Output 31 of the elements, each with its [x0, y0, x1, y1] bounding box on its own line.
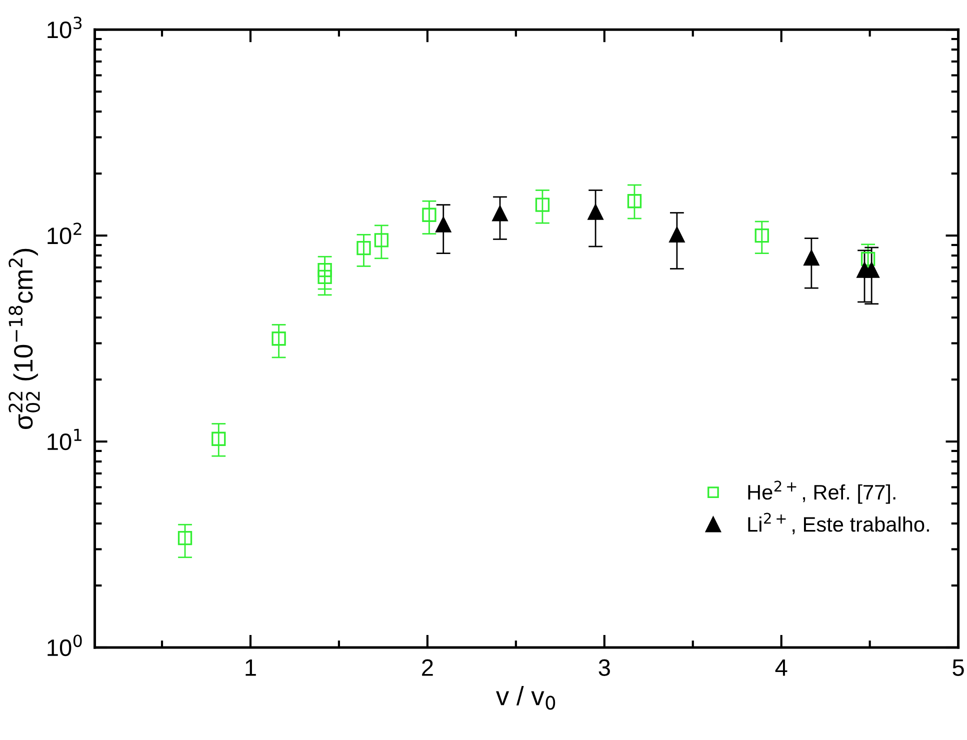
- y-tick-label: 10$^{1}$: [48, 428, 82, 450]
- point: [754, 228, 769, 243]
- x-axis-title: v / v$_{0}$: [496, 686, 556, 710]
- point: [627, 194, 642, 208]
- point: [492, 206, 508, 222]
- point: [669, 226, 685, 242]
- y-tick-label: 10$^{0}$: [48, 634, 82, 656]
- x-tick-label: 5: [952, 659, 964, 676]
- legend-label: He$^{2+}$, Ref. [77].: [748, 480, 896, 504]
- point: [588, 204, 604, 220]
- point: [356, 240, 371, 256]
- y-tick-label: 10$^{3}$: [48, 16, 82, 38]
- y-tick-label: 10$^{2}$: [48, 222, 82, 244]
- legend-label: Li$^{2+}$, Este trabalho.: [748, 512, 929, 534]
- x-tick-label: 4: [775, 659, 788, 676]
- x-tick-label: 2: [422, 659, 433, 676]
- point: [178, 530, 192, 546]
- point: [318, 270, 332, 284]
- x-tick-label: 1: [246, 659, 256, 676]
- point: [864, 262, 880, 278]
- point: [804, 250, 820, 266]
- point: [436, 216, 452, 232]
- point: [272, 332, 286, 346]
- point: [860, 252, 876, 266]
- point: [212, 432, 226, 446]
- x-tick-label: 3: [598, 659, 610, 676]
- point: [422, 208, 436, 222]
- y-axis-title: σ$^{22}$$_{02}$ (10$^{−18}$cm$^{2}$): [8, 248, 40, 430]
- point: [535, 198, 550, 212]
- point: [374, 233, 389, 248]
- point: [318, 262, 332, 278]
